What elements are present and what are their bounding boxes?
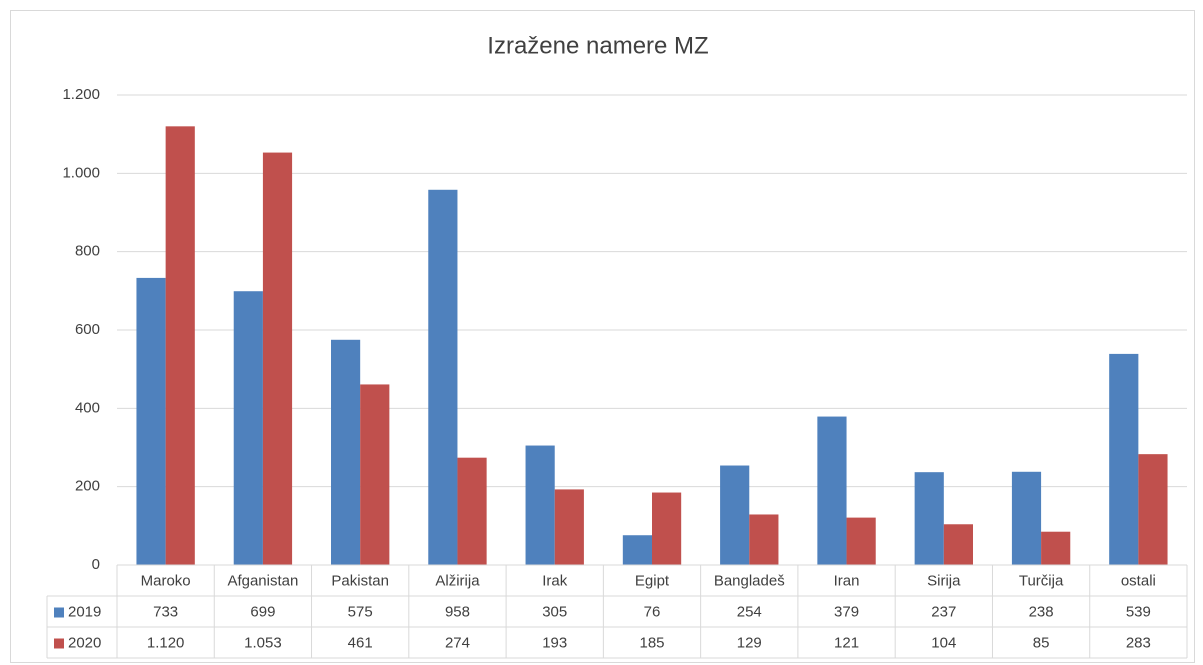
table-value: 1.120: [147, 634, 185, 651]
bar: [525, 445, 555, 565]
bar: [331, 339, 361, 565]
bar: [817, 416, 847, 565]
y-tick-label: 400: [75, 399, 100, 416]
chart-title: Izražene namere MZ: [487, 32, 708, 59]
y-tick-label: 600: [75, 321, 100, 338]
legend-label: 2019: [68, 603, 101, 620]
bar: [1109, 353, 1139, 565]
bar: [1041, 531, 1071, 565]
x-tick-label: ostali: [1121, 572, 1156, 589]
x-tick-label: Iran: [834, 572, 860, 589]
legend-label: 2020: [68, 634, 101, 651]
bar: [1138, 454, 1168, 565]
x-tick-label: Sirija: [927, 572, 961, 589]
table-value: 461: [348, 634, 373, 651]
table-value: 85: [1033, 634, 1050, 651]
legend-key: [54, 607, 64, 618]
y-tick-label: 1.000: [62, 164, 100, 181]
table-value: 575: [348, 603, 373, 620]
bar: [720, 465, 750, 565]
x-tick-label: Irak: [542, 572, 568, 589]
y-tick-label: 200: [75, 478, 100, 495]
bar: [136, 277, 166, 565]
table-value: 699: [250, 603, 275, 620]
table-value: 254: [737, 603, 762, 620]
table-value: 958: [445, 603, 470, 620]
table-value: 305: [542, 603, 567, 620]
y-tick-label: 1.200: [62, 86, 100, 103]
table-value: 274: [445, 634, 470, 651]
bar: [622, 535, 652, 565]
bar: [428, 189, 458, 566]
y-tick-label: 0: [92, 556, 100, 573]
bar: [749, 514, 779, 565]
x-tick-label: Maroko: [141, 572, 191, 589]
table-value: 193: [542, 634, 567, 651]
bar: [457, 457, 487, 565]
x-tick-label: Egipt: [635, 572, 670, 589]
x-tick-label: Turčija: [1019, 572, 1064, 589]
bar: [914, 472, 944, 565]
x-tick-label: Bangladeš: [714, 572, 785, 589]
table-value: 379: [834, 603, 859, 620]
bar: [165, 126, 195, 565]
bar: [652, 492, 682, 565]
table-value: 283: [1126, 634, 1151, 651]
y-tick-label: 800: [75, 243, 100, 260]
bar: [360, 384, 390, 565]
bar: [233, 291, 263, 565]
x-tick-label: Alžirija: [435, 572, 480, 589]
chart-border: [10, 10, 1195, 663]
table-value: 539: [1126, 603, 1151, 620]
table-value: 1.053: [244, 634, 282, 651]
table-value: 129: [737, 634, 762, 651]
table-value: 76: [644, 603, 661, 620]
bar: [1011, 471, 1042, 565]
table-value: 237: [931, 603, 956, 620]
bar: [943, 524, 973, 565]
x-tick-label: Afganistan: [227, 572, 298, 589]
bar: [262, 152, 293, 565]
x-tick-label: Pakistan: [331, 572, 389, 589]
table-value: 238: [1029, 603, 1054, 620]
bar: [846, 517, 876, 565]
table-value: 185: [639, 634, 664, 651]
table-value: 104: [931, 634, 956, 651]
legend-key: [54, 638, 64, 649]
bar: [554, 489, 584, 565]
table-value: 733: [153, 603, 178, 620]
table-value: 121: [834, 634, 859, 651]
